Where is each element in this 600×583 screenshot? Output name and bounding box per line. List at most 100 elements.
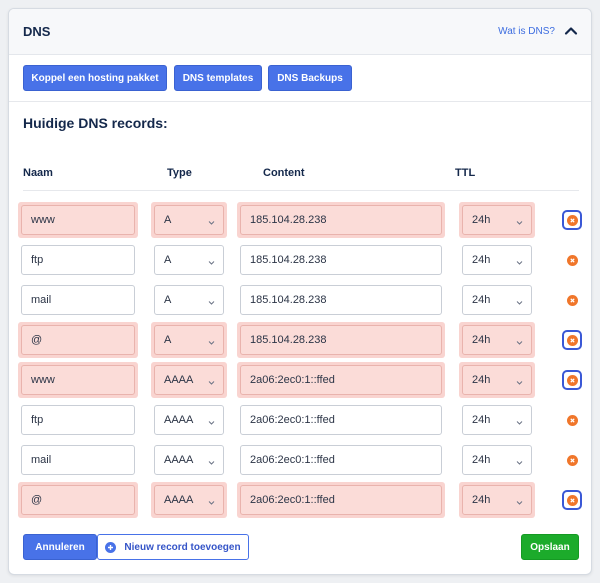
name-cell: @ [18, 482, 138, 518]
chevron-down-icon [208, 297, 215, 305]
panel-header: DNS Wat is DNS? [9, 9, 591, 55]
close-circle-icon [566, 494, 578, 506]
delete-record-button[interactable] [562, 210, 582, 230]
type-value: A [164, 214, 172, 226]
content-input[interactable]: 185.104.28.238 [240, 245, 442, 275]
section-title: Huidige DNS records: [23, 115, 168, 131]
name-input[interactable]: ftp [21, 245, 135, 275]
name-input[interactable]: mail [21, 285, 135, 315]
type-select[interactable]: AAAA [154, 405, 224, 435]
delete-record-button[interactable] [562, 290, 582, 310]
column-header-content: Content [263, 167, 305, 179]
ttl-cell: 24h [459, 482, 535, 518]
ttl-select[interactable]: 24h [462, 205, 532, 235]
type-value: AAAA [164, 414, 194, 426]
chevron-down-icon [208, 417, 215, 425]
content-input[interactable]: 2a06:2ec0:1::ffed [240, 365, 442, 395]
content-cell: 2a06:2ec0:1::ffed [237, 442, 445, 478]
table-row: www A 185.104.28.238 24h [9, 202, 591, 242]
close-circle-icon [566, 294, 578, 306]
type-value: AAAA [164, 494, 194, 506]
chevron-down-icon [208, 457, 215, 465]
ttl-cell: 24h [459, 362, 535, 398]
column-header-type: Type [167, 167, 192, 179]
save-button[interactable]: Opslaan [521, 534, 579, 560]
chevron-up-icon[interactable] [563, 23, 579, 39]
delete-record-button[interactable] [562, 490, 582, 510]
chevron-down-icon [516, 497, 523, 505]
table-row: www AAAA 2a06:2ec0:1::ffed 24h [9, 362, 591, 402]
close-circle-icon [566, 414, 578, 426]
chevron-down-icon [208, 497, 215, 505]
name-cell: www [18, 362, 138, 398]
type-select[interactable]: AAAA [154, 365, 224, 395]
content-input[interactable]: 2a06:2ec0:1::ffed [240, 445, 442, 475]
content-input[interactable]: 2a06:2ec0:1::ffed [240, 405, 442, 435]
type-cell: AAAA [151, 362, 227, 398]
divider [9, 101, 591, 102]
type-cell: A [151, 202, 227, 238]
type-select[interactable]: A [154, 325, 224, 355]
column-header-name: Naam [23, 167, 53, 179]
ttl-select[interactable]: 24h [462, 405, 532, 435]
content-input[interactable]: 185.104.28.238 [240, 285, 442, 315]
ttl-value: 24h [472, 374, 491, 386]
table-row: ftp AAAA 2a06:2ec0:1::ffed 24h [9, 402, 591, 442]
ttl-select[interactable]: 24h [462, 285, 532, 315]
content-input[interactable]: 185.104.28.238 [240, 325, 442, 355]
type-value: A [164, 254, 172, 266]
content-input[interactable]: 185.104.28.238 [240, 205, 442, 235]
name-input[interactable]: @ [21, 325, 135, 355]
type-select[interactable]: A [154, 285, 224, 315]
ttl-value: 24h [472, 294, 491, 306]
name-input[interactable]: www [21, 205, 135, 235]
type-cell: A [151, 322, 227, 358]
table-row: mail AAAA 2a06:2ec0:1::ffed 24h [9, 442, 591, 482]
close-circle-icon [566, 214, 578, 226]
ttl-select[interactable]: 24h [462, 365, 532, 395]
ttl-cell: 24h [459, 202, 535, 238]
content-cell: 2a06:2ec0:1::ffed [237, 402, 445, 438]
ttl-value: 24h [472, 214, 491, 226]
ttl-value: 24h [472, 254, 491, 266]
name-input[interactable]: @ [21, 485, 135, 515]
help-link[interactable]: Wat is DNS? [498, 26, 555, 37]
ttl-select[interactable]: 24h [462, 325, 532, 355]
ttl-select[interactable]: 24h [462, 445, 532, 475]
plus-circle-icon [105, 541, 117, 553]
content-cell: 185.104.28.238 [237, 202, 445, 238]
dns-backups-button[interactable]: DNS Backups [268, 65, 352, 91]
type-select[interactable]: AAAA [154, 485, 224, 515]
ttl-select[interactable]: 24h [462, 245, 532, 275]
chevron-down-icon [516, 337, 523, 345]
ttl-select[interactable]: 24h [462, 485, 532, 515]
content-cell: 2a06:2ec0:1::ffed [237, 482, 445, 518]
column-header-ttl: TTL [455, 167, 476, 179]
name-input[interactable]: ftp [21, 405, 135, 435]
table-row: ftp A 185.104.28.238 24h [9, 242, 591, 282]
type-cell: AAAA [151, 402, 227, 438]
delete-record-button[interactable] [562, 370, 582, 390]
delete-record-button[interactable] [562, 450, 582, 470]
delete-record-button[interactable] [562, 250, 582, 270]
cancel-button[interactable]: Annuleren [23, 534, 97, 560]
delete-record-button[interactable] [562, 410, 582, 430]
type-value: A [164, 294, 172, 306]
type-select[interactable]: A [154, 245, 224, 275]
type-select[interactable]: A [154, 205, 224, 235]
name-input[interactable]: www [21, 365, 135, 395]
type-select[interactable]: AAAA [154, 445, 224, 475]
link-hosting-button[interactable]: Koppel een hosting pakket [23, 65, 167, 91]
close-circle-icon [566, 334, 578, 346]
content-input[interactable]: 2a06:2ec0:1::ffed [240, 485, 442, 515]
name-input[interactable]: mail [21, 445, 135, 475]
chevron-down-icon [516, 297, 523, 305]
ttl-value: 24h [472, 494, 491, 506]
delete-record-button[interactable] [562, 330, 582, 350]
dns-templates-button[interactable]: DNS templates [174, 65, 262, 91]
type-value: AAAA [164, 454, 194, 466]
type-value: AAAA [164, 374, 194, 386]
add-record-button[interactable]: Nieuw record toevoegen [97, 534, 249, 560]
add-record-label: Nieuw record toevoegen [124, 541, 241, 553]
ttl-value: 24h [472, 414, 491, 426]
